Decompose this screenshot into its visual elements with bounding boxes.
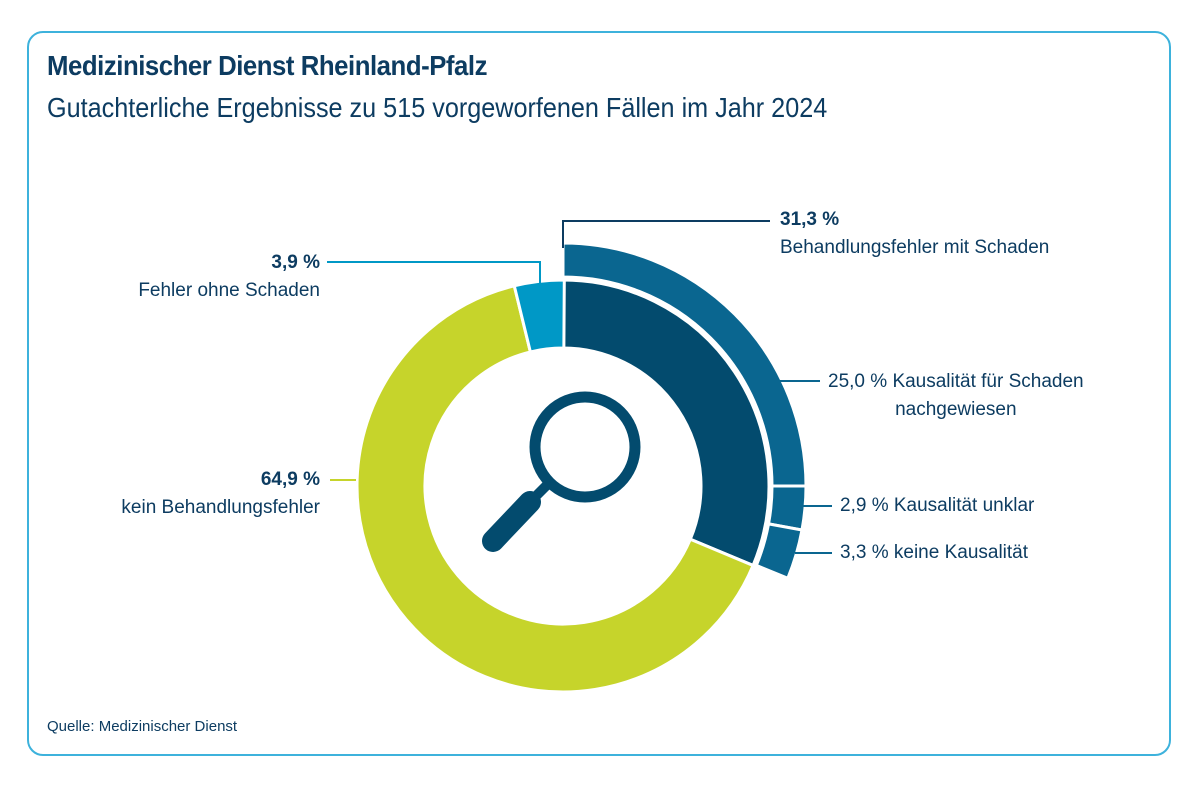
text-mit-schaden: Behandlungsfehler mit Schaden bbox=[780, 237, 1050, 258]
label-mit-schaden: 31,3 % Behandlungsfehler mit Schaden bbox=[780, 206, 1049, 262]
label-keine-kausal: 3,3 % keine Kausalität bbox=[840, 539, 1028, 567]
value-kausal-unklar: 2,9 % bbox=[840, 495, 889, 516]
label-kein-fehler: 64,9 % kein Behandlungsfehler bbox=[121, 466, 320, 522]
text-kausal-nachgewiesen-2: nachgewiesen bbox=[895, 399, 1017, 420]
value-ohne-schaden: 3,9 % bbox=[271, 252, 320, 273]
leader-line-ohne-schaden bbox=[327, 261, 541, 284]
leader-line-mit-schaden bbox=[562, 220, 770, 248]
value-mit-schaden: 31,3 % bbox=[780, 209, 840, 230]
chart-subtitle: Gutachterliche Ergebnisse zu 515 vorgewo… bbox=[47, 92, 828, 123]
source-note: Quelle: Medizinischer Dienst bbox=[47, 718, 238, 735]
label-kausal-nachgewiesen: 25,0 % Kausalität für Schaden nachgewies… bbox=[828, 368, 1084, 424]
segment-kein-fehler bbox=[355, 284, 756, 694]
label-ohne-schaden: 3,9 % Fehler ohne Schaden bbox=[138, 249, 320, 305]
text-kausal-unklar: Kausalität unklar bbox=[893, 495, 1035, 516]
segment-ohne-schaden bbox=[512, 278, 566, 354]
magnifying-glass-icon bbox=[482, 391, 641, 552]
segment-mit-schaden bbox=[561, 278, 771, 568]
label-kausal-unklar: 2,9 % Kausalität unklar bbox=[840, 492, 1034, 520]
chart-frame bbox=[27, 31, 1171, 756]
text-kausal-nachgewiesen: Kausalität für Schaden bbox=[892, 371, 1084, 392]
value-kausal-nachgewiesen: 25,0 % bbox=[828, 371, 888, 392]
text-kein-fehler: kein Behandlungsfehler bbox=[121, 497, 320, 518]
value-kein-fehler: 64,9 % bbox=[260, 469, 320, 490]
text-ohne-schaden: Fehler ohne Schaden bbox=[138, 280, 320, 301]
value-keine-kausal: 3,3 % bbox=[840, 542, 889, 563]
segment-keine-kausal bbox=[754, 522, 804, 581]
chart-title: Medizinischer Dienst Rheinland-Pfalz bbox=[47, 50, 488, 81]
text-keine-kausal: keine Kausalität bbox=[893, 542, 1029, 563]
